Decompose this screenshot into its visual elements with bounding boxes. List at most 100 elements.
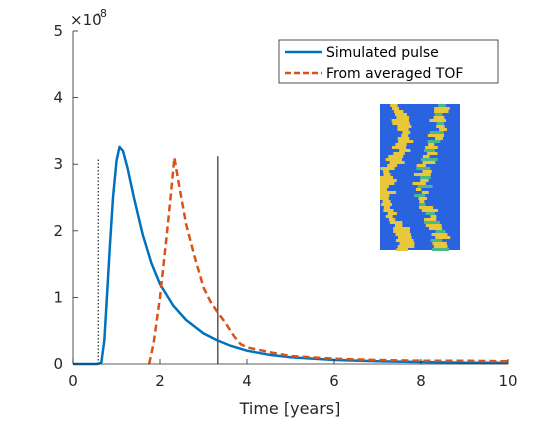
y-tick-label: 3	[53, 155, 63, 173]
inset-streak	[394, 224, 403, 227]
x-tick-label: 10	[498, 372, 517, 390]
inset-streak	[391, 146, 407, 149]
inset-streak	[381, 203, 392, 206]
inset-streak	[427, 152, 438, 155]
inset-streak	[380, 188, 387, 191]
inset-streak	[425, 224, 442, 227]
inset-streak	[392, 122, 410, 125]
inset-streak	[416, 167, 431, 170]
inset-streak	[380, 167, 395, 170]
inset-streak	[380, 197, 389, 200]
inset-streak	[388, 155, 404, 158]
inset-streak	[420, 179, 429, 182]
inset-streak	[382, 200, 391, 203]
inset-streak	[395, 233, 411, 236]
inset-streak	[419, 203, 426, 206]
inset-streak	[423, 149, 435, 152]
y-exponent-base: ×10	[70, 11, 102, 29]
inset-streak	[395, 113, 408, 116]
legend-box	[278, 39, 499, 84]
inset-streak	[436, 122, 444, 125]
x-tick-label: 0	[68, 372, 78, 390]
inset-streak	[396, 248, 409, 251]
inset-streak	[398, 140, 414, 143]
series-layer	[73, 145, 509, 366]
inset-streak	[433, 116, 445, 119]
y-tick-label: 5	[53, 22, 63, 40]
inset-streak	[380, 191, 397, 194]
inset-streak	[388, 218, 396, 221]
inset-streak	[432, 242, 447, 245]
inset-streak	[387, 164, 398, 167]
inset-streak	[434, 113, 443, 116]
inset-streak	[419, 200, 425, 203]
inset-streak	[397, 128, 409, 131]
inset-streak	[399, 149, 411, 152]
inset-streak	[425, 146, 438, 149]
inset-streak	[389, 161, 405, 164]
inset-streak	[428, 227, 443, 230]
inset-streak	[380, 176, 394, 179]
inset-streak	[424, 221, 440, 224]
inset-streak	[433, 245, 448, 248]
inset-streak	[392, 107, 400, 110]
inset-streak	[420, 176, 431, 179]
inset-streak	[422, 161, 436, 164]
x-tick-label: 2	[155, 372, 165, 390]
inset-streak	[380, 182, 395, 185]
inset-streak	[418, 197, 428, 200]
inset-streak	[383, 170, 390, 173]
inset-streak	[425, 212, 435, 215]
inset-streak	[429, 119, 447, 122]
legend: Simulated pulse From averaged TOF	[278, 39, 499, 84]
inset-streak	[429, 131, 444, 134]
vertical-markers	[97, 156, 219, 364]
inset-streak	[435, 137, 443, 140]
inset-streak	[435, 236, 451, 239]
inset-streak	[393, 230, 410, 233]
inset-streak	[380, 194, 390, 197]
inset-streak	[412, 182, 426, 185]
inset-streak	[380, 179, 397, 182]
inset-streak	[390, 104, 398, 107]
inset-streak	[391, 119, 409, 122]
inset-streak	[417, 185, 433, 188]
y-tick-label: 0	[53, 355, 63, 373]
inset-streak	[393, 152, 405, 155]
x-tick-label: 8	[416, 372, 426, 390]
inset-streak	[397, 125, 412, 128]
inset-streak	[428, 143, 435, 146]
inset-streak	[397, 137, 410, 140]
inset-streak	[421, 191, 429, 194]
x-tick-label: 4	[242, 372, 252, 390]
legend-label-simulated: Simulated pulse	[326, 45, 439, 61]
inset-streak	[430, 215, 437, 218]
inset-streak	[397, 245, 415, 248]
inset-streak	[380, 185, 389, 188]
inset-streak	[436, 125, 445, 128]
inset-streak	[430, 239, 443, 242]
inset-streak	[399, 242, 415, 245]
inset-streak	[385, 215, 393, 218]
inset-streak	[427, 134, 444, 137]
inset-streak	[414, 194, 426, 197]
inset-streak	[424, 218, 437, 221]
inset-streak	[438, 104, 447, 107]
inset-streak	[432, 248, 449, 251]
inset-streak	[431, 233, 448, 236]
series-line-0	[73, 145, 508, 366]
inset-streak	[389, 221, 403, 224]
inset-streak	[396, 116, 410, 119]
inset-streak	[385, 158, 403, 161]
inset-streak	[395, 239, 414, 242]
inset-streak	[413, 173, 431, 176]
inset-streak	[395, 143, 407, 146]
series-line-1	[147, 156, 509, 365]
inset-streak	[435, 230, 446, 233]
axes: 0 2 4 6 8 10 0 1 2 3 4 5	[53, 22, 517, 390]
y-tick-label: 4	[53, 89, 63, 107]
inset-image	[380, 104, 460, 251]
x-tick-label: 6	[329, 372, 339, 390]
inset-streak	[415, 188, 422, 191]
